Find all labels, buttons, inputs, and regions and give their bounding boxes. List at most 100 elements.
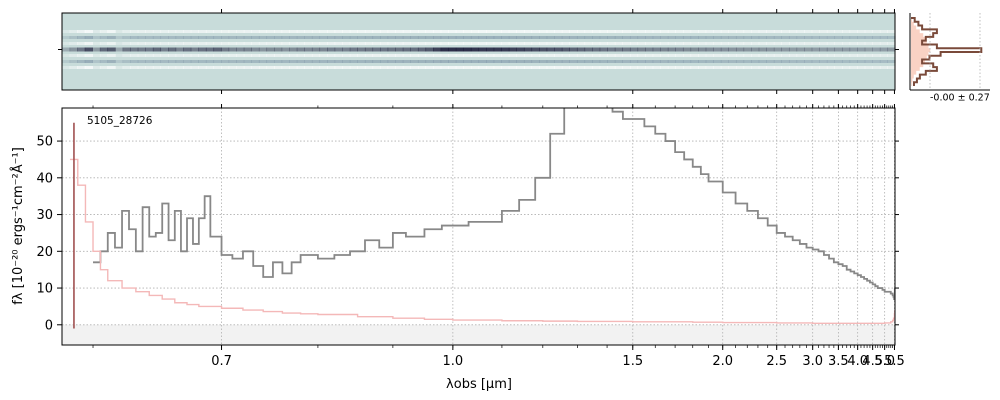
image-pixel-column	[713, 30, 722, 33]
image-pixel-column	[470, 47, 480, 52]
image-pixel-column	[77, 36, 86, 39]
image-pixel-column	[705, 54, 714, 57]
image-pixel-column	[425, 47, 434, 52]
x-tick-label: 4.5	[862, 354, 883, 369]
image-pixel-column	[682, 66, 692, 69]
image-pixel-column	[69, 30, 78, 33]
image-pixel-column	[841, 47, 851, 52]
image-pixel-column	[190, 30, 199, 33]
image-pixel-column	[607, 42, 616, 45]
image-pixel-column	[508, 42, 517, 45]
image-pixel-column	[819, 47, 828, 52]
image-pixel-column	[599, 42, 608, 45]
image-pixel-column	[289, 54, 298, 57]
image-pixel-column	[342, 47, 351, 52]
image-pixel-column	[130, 36, 139, 39]
image-pixel-column	[228, 36, 237, 39]
image-pixel-column	[228, 54, 237, 57]
image-pixel-column	[493, 66, 502, 69]
image-pixel-column	[236, 36, 245, 39]
image-pixel-column	[766, 66, 775, 69]
image-pixel-column	[879, 60, 889, 63]
image-pixel-column	[334, 30, 343, 33]
image-pixel-column	[304, 30, 313, 33]
image-pixel-column	[614, 36, 623, 39]
image-pixel-column	[175, 36, 184, 39]
image-pixel-column	[122, 60, 131, 63]
image-pixel-column	[372, 47, 381, 52]
image-pixel-column	[857, 60, 866, 63]
image-pixel-column	[137, 66, 146, 69]
image-pixel-column	[152, 30, 162, 33]
x-tick-label: 3.5	[828, 354, 849, 369]
image-pixel-column	[357, 42, 366, 45]
image-pixel-column	[584, 30, 593, 33]
image-pixel-column	[849, 30, 858, 33]
image-pixel-column	[796, 54, 805, 57]
image-pixel-column	[395, 60, 404, 63]
image-pixel-column	[554, 30, 563, 33]
image-pixel-column	[592, 47, 601, 52]
image-pixel-column	[122, 66, 131, 69]
image-pixel-column	[77, 30, 86, 33]
image-pixel-column	[682, 54, 692, 57]
image-pixel-column	[857, 66, 866, 69]
image-pixel-column	[682, 30, 692, 33]
image-pixel-column	[698, 66, 707, 69]
image-pixel-column	[145, 47, 154, 52]
image-pixel-column	[887, 66, 896, 69]
image-pixel-column	[357, 36, 366, 39]
image-pixel-column	[372, 60, 381, 63]
image-pixel-column	[705, 30, 714, 33]
image-pixel-column	[236, 60, 245, 63]
image-pixel-column	[463, 66, 472, 69]
image-pixel-column	[470, 66, 480, 69]
image-pixel-column	[728, 66, 737, 69]
image-pixel-column	[440, 36, 449, 39]
image-pixel-column	[645, 47, 654, 52]
image-pixel-column	[826, 42, 836, 45]
image-pixel-column	[811, 36, 820, 39]
image-pixel-column	[667, 47, 676, 52]
image-pixel-column	[311, 66, 321, 69]
image-pixel-column	[236, 66, 245, 69]
image-pixel-column	[834, 60, 843, 63]
image-pixel-column	[788, 30, 798, 33]
image-pixel-column	[788, 54, 798, 57]
image-pixel-column	[834, 36, 843, 39]
image-pixel-column	[486, 60, 495, 63]
image-pixel-column	[781, 42, 790, 45]
image-pixel-column	[198, 47, 207, 52]
image-pixel-column	[554, 66, 563, 69]
image-pixel-column	[122, 42, 131, 45]
image-pixel-column	[584, 36, 593, 39]
image-pixel-column	[349, 66, 358, 69]
image-pixel-column	[501, 54, 510, 57]
image-pixel-column	[614, 60, 623, 63]
image-pixel-column	[84, 30, 93, 33]
image-pixel-column	[546, 47, 555, 52]
image-pixel-column	[645, 54, 654, 57]
image-pixel-column	[402, 66, 411, 69]
image-pixel-column	[516, 60, 525, 63]
image-pixel-column	[175, 30, 184, 33]
image-pixel-column	[380, 60, 389, 63]
image-pixel-column	[690, 36, 699, 39]
image-pixel-column	[675, 47, 684, 52]
histogram-bars	[911, 13, 983, 90]
image-pixel-column	[607, 66, 616, 69]
plot-area	[62, 108, 895, 345]
image-pixel-column	[508, 36, 517, 39]
image-pixel-column	[592, 42, 601, 45]
image-pixel-column	[622, 42, 631, 45]
image-pixel-column	[766, 60, 775, 63]
image-pixel-column	[243, 66, 252, 69]
image-pixel-column	[720, 60, 729, 63]
x-tick-label: 1.5	[622, 354, 643, 369]
image-pixel-column	[698, 36, 707, 39]
image-pixel-column	[107, 54, 116, 57]
image-pixel-column	[372, 30, 381, 33]
image-pixel-column	[751, 66, 760, 69]
image-pixel-column	[667, 66, 676, 69]
image-pixel-column	[516, 42, 525, 45]
